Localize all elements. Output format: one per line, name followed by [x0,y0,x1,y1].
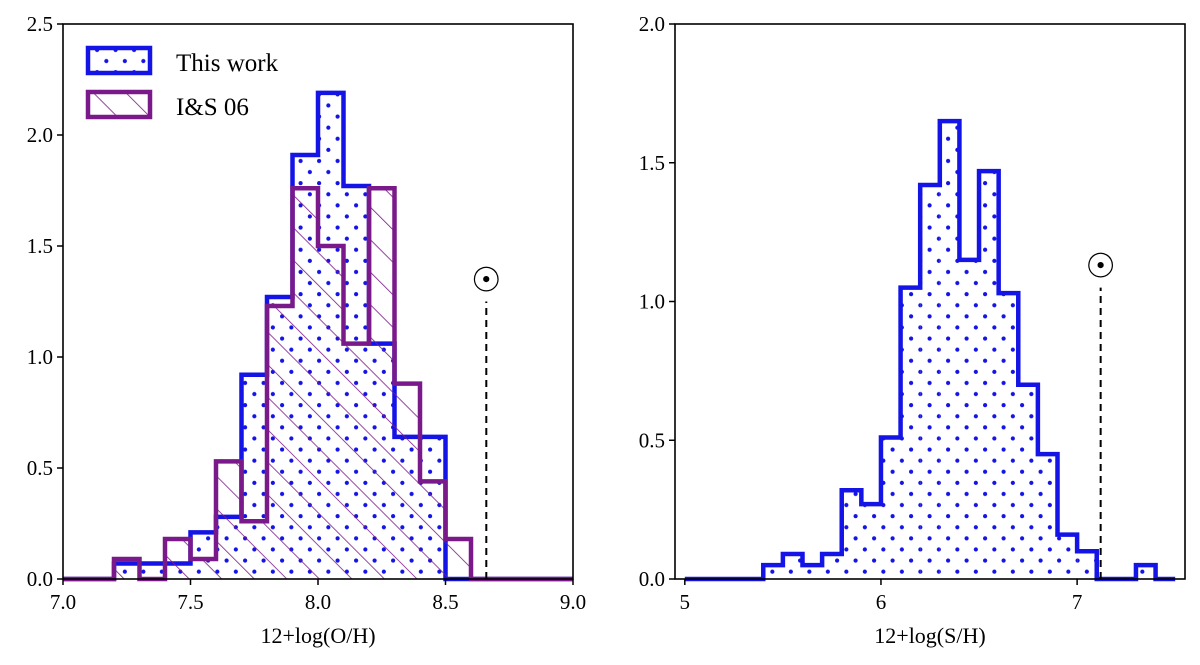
oxygen-x-tick-label: 9.0 [560,590,586,614]
oxygen-is06-bins [114,188,471,579]
oxygen-x-tick-label: 8.5 [432,590,458,614]
oxygen-is06-bar [190,559,216,579]
sulfur-this_work-bar [1077,551,1097,579]
oxygen-x-tick-label: 7.5 [177,590,203,614]
sulfur-y-tick-label: 1.0 [639,290,665,314]
sulfur-y-tick-label: 2.0 [639,12,665,36]
oxygen-is06-bar [445,539,471,579]
legend: This work I&S 06 [85,45,279,121]
oxygen-x-axis-label: 12+log(O/H) [260,623,375,648]
sulfur-this_work-bar [802,565,823,579]
sulfur-x-tick-label: 6 [876,590,887,614]
legend-swatch-is06 [85,89,153,120]
sulfur-this_work-bar [861,504,881,579]
oxygen-this_work-bar [139,563,165,579]
legend-item-is06: I&S 06 [85,89,249,121]
legend-item-this-work: This work [85,45,279,77]
sulfur-x-axis-label: 12+log(S/H) [874,623,985,648]
oxygen-is06-bar [165,539,191,579]
sulfur-this_work-bar [1018,384,1038,579]
sulfur-this_work-bar [763,565,783,579]
oxygen-is06-bar [241,521,267,579]
sulfur-this_work-bar [998,293,1019,579]
sulfur-this_work-bar [1135,565,1156,579]
oxygen-histogram-panel: ☉ 7.0 7.5 8.0 8.5 9.0 0.0 0.5 1.0 1.5 2.0 2.5 12+l… [27,12,586,648]
oxygen-y-tick-label: 1.5 [27,234,53,258]
oxygen-is06-bar [369,188,395,579]
sulfur-this_work-bar [939,121,960,579]
sulfur-this_work-bins [763,121,1156,579]
sulfur-y-tick-label: 0.5 [639,428,665,452]
legend-label-this-work: This work [176,50,279,77]
sulfur-this_work-bar [880,437,901,579]
sulfur-x-tick-label: 5 [680,590,691,614]
oxygen-is06-bar [114,559,140,579]
oxygen-y-tick-label: 0.5 [27,456,53,480]
sulfur-this_work-bar [920,184,940,579]
sulfur-this_work-outline [684,118,1176,582]
oxygen-y-tick-label: 2.0 [27,123,53,147]
oxygen-is06-bar [267,305,293,579]
oxygen-is06-bar [216,461,242,579]
sulfur-x-tick-label: 7 [1072,590,1083,614]
sulfur-this_work-bar [979,171,999,579]
oxygen-x-tick-label: 7.0 [50,590,76,614]
oxygen-is06-bar [292,188,318,579]
oxygen-y-tick-label: 2.5 [27,12,53,36]
sulfur-this_work-bar [782,554,803,579]
sulfur-this_work-bar [1037,454,1058,579]
oxygen-is06-bar [394,383,420,579]
legend-label-is06: I&S 06 [176,94,249,121]
sulfur-histogram-panel: ☉ 5 6 7 0.0 0.5 1.0 1.5 2.0 12+log(S/H) [639,12,1186,648]
legend-swatch-this-work [85,45,153,76]
oxygen-is06-bar [318,246,344,579]
sulfur-y-tick-label: 0.0 [639,567,665,591]
oxygen-y-tick-label: 1.0 [27,345,53,369]
sulfur-this_work-bar [959,259,980,579]
oxygen-y-tick-label: 0.0 [27,567,53,591]
sulfur-this_work-bar [900,287,921,579]
oxygen-solar-symbol: ☉ [471,263,501,300]
sulfur-y-tick-label: 1.5 [639,151,665,175]
sulfur-solar-symbol: ☉ [1085,249,1115,286]
oxygen-is06-bar [420,481,446,579]
sulfur-this_work-bar [841,490,862,579]
oxygen-x-tick-label: 8.0 [305,590,331,614]
sulfur-this_work-bar [822,554,842,579]
oxygen-is06-bar [343,343,369,579]
sulfur-this_work-bar [1057,534,1078,579]
